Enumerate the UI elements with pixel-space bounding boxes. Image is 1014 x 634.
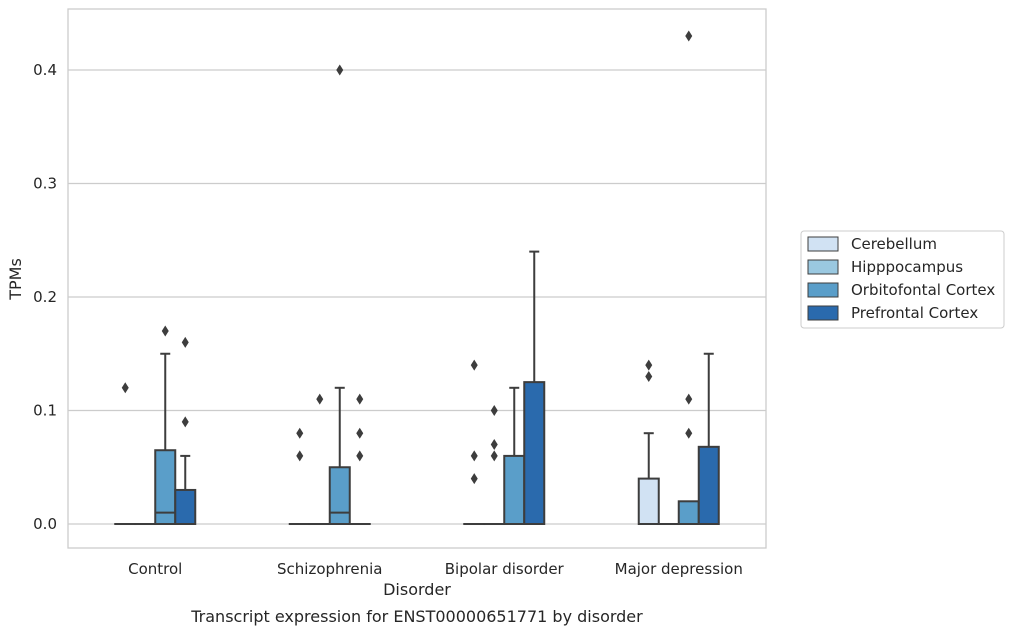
y-tick-label: 0.4 (33, 61, 57, 79)
box-cerebellum (463, 359, 486, 526)
y-axis-ticks: 0.0 0.1 0.2 0.3 0.4 (33, 61, 57, 533)
outlier-point (490, 450, 498, 462)
legend-swatch (807, 259, 839, 275)
outlier-point (356, 450, 364, 462)
outlier-point (296, 450, 304, 462)
outlier-point (470, 359, 478, 371)
legend-label: Orbitofontal Cortex (851, 281, 995, 299)
legend-swatch (807, 236, 839, 252)
legend-swatch (807, 282, 839, 298)
legend: Cerebellum Hipppocampus Orbitofontal Corte… (800, 230, 1005, 329)
box-hipppocampus (308, 393, 331, 526)
outlier-point (161, 325, 169, 337)
x-tick-label: Bipolar disorder (445, 560, 565, 578)
outlier-point (645, 359, 653, 371)
legend-frame (800, 230, 1005, 329)
legend-swatch (807, 305, 839, 321)
outlier-point (645, 370, 653, 382)
box-orbitofontal-cortex (328, 64, 351, 525)
box (503, 454, 526, 525)
outlier-point (490, 439, 498, 451)
box (523, 381, 546, 525)
legend-label: Prefrontal Cortex (851, 304, 978, 322)
box (154, 449, 177, 526)
legend-label: Cerebellum (851, 235, 937, 253)
y-tick-label: 0.1 (33, 402, 57, 420)
box (328, 466, 351, 525)
x-tick-label: Major depression (615, 560, 743, 578)
outlier-point (121, 382, 129, 394)
box-plot-series (114, 30, 720, 526)
outlier-point (356, 427, 364, 439)
box-cerebellum (637, 359, 660, 526)
box-cerebellum (288, 427, 311, 526)
y-axis-title: TPMs (6, 258, 25, 301)
outlier-point (685, 427, 693, 439)
outlier-point (296, 427, 304, 439)
box-prefrontal-cortex (174, 336, 197, 526)
x-tick-label: Control (128, 560, 182, 578)
chart-caption: Transcript expression for ENST0000065177… (190, 607, 643, 626)
plot-frame (67, 8, 767, 549)
outlier-point (470, 473, 478, 485)
x-tick-label: Schizophrenia (277, 560, 382, 578)
y-tick-label: 0.0 (33, 515, 57, 533)
outlier-point (490, 405, 498, 416)
outlier-point (316, 393, 324, 405)
box-orbitofontal-cortex (503, 386, 526, 525)
x-axis-ticks: Control Schizophrenia Bipolar disorder Majo… (128, 560, 743, 578)
box (697, 445, 720, 526)
box-cerebellum (114, 382, 137, 526)
box (637, 477, 660, 526)
outlier-point (685, 393, 693, 405)
outlier-point (356, 393, 364, 405)
box-prefrontal-cortex (348, 393, 371, 526)
box-orbitofontal-cortex (154, 325, 177, 526)
box (174, 488, 197, 526)
outlier-point (181, 416, 189, 428)
box (677, 500, 700, 525)
outlier-point (470, 450, 478, 462)
box-prefrontal-cortex (523, 250, 546, 525)
outlier-point (181, 336, 189, 348)
legend-label: Hipppocampus (851, 258, 963, 276)
y-tick-label: 0.3 (33, 175, 57, 193)
box-orbitofontal-cortex (677, 30, 700, 525)
outlier-point (336, 64, 344, 76)
outlier-point (685, 30, 693, 42)
x-axis-title: Disorder (383, 580, 451, 599)
box-hipppocampus (483, 405, 506, 526)
box-prefrontal-cortex (697, 352, 720, 526)
y-tick-label: 0.2 (33, 288, 57, 306)
